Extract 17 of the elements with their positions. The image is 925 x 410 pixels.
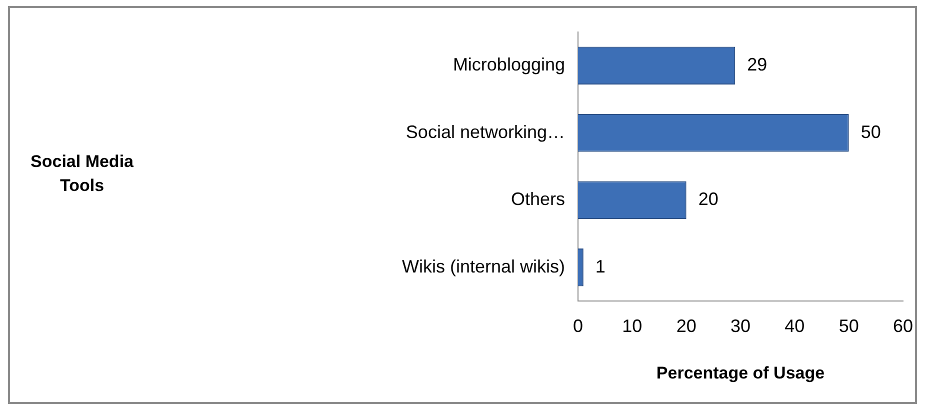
y-tick-label: Social networking…	[406, 122, 565, 142]
x-tick-label: 0	[572, 316, 584, 336]
x-tick-label: 50	[838, 316, 859, 336]
data-label: 29	[747, 54, 768, 75]
x-tick-label: 10	[622, 316, 642, 336]
x-tick-label: 60	[892, 316, 914, 336]
data-label: 1	[595, 256, 606, 276]
x-axis-title: Percentage of Usage	[656, 363, 825, 382]
x-tick-label: 20	[676, 316, 696, 336]
y-tick-label: Wikis (internal wikis)	[402, 256, 565, 276]
y-tick-label: Microblogging	[452, 54, 565, 75]
text: Social Media Tools	[30, 152, 134, 196]
x-tick-label: 40	[784, 316, 805, 336]
data-label: 20	[698, 189, 718, 210]
y-tick-label: Others	[510, 189, 565, 210]
x-tick-label: 30	[730, 316, 751, 336]
data-label: 50	[860, 122, 881, 142]
